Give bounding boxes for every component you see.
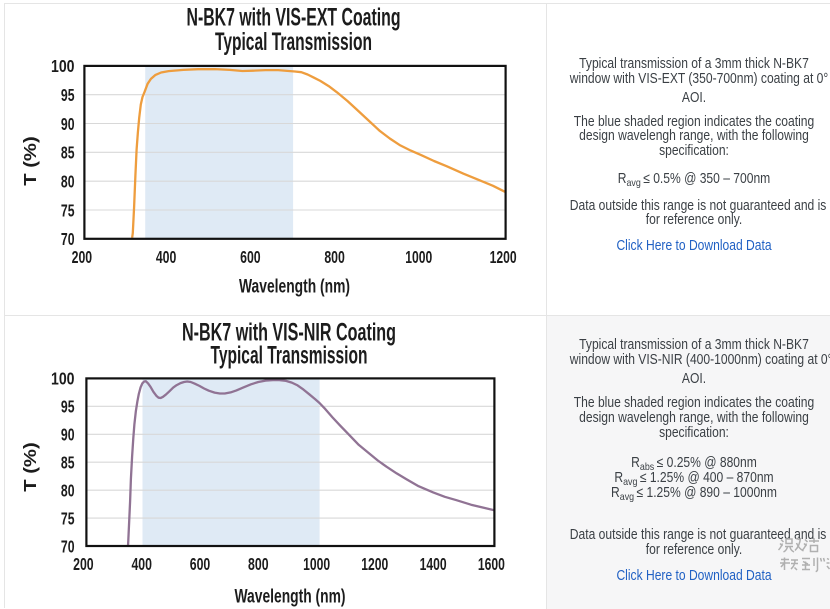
- svg-text:80: 80: [61, 481, 75, 501]
- svg-text:Wavelength (nm): Wavelength (nm): [235, 587, 346, 608]
- svg-text:800: 800: [324, 247, 345, 267]
- svg-text:85: 85: [61, 453, 75, 473]
- svg-text:600: 600: [240, 247, 261, 267]
- svg-text:1000: 1000: [405, 247, 432, 267]
- svg-text:75: 75: [61, 508, 75, 528]
- svg-text:1200: 1200: [490, 247, 517, 267]
- svg-text:200: 200: [73, 554, 94, 574]
- svg-text:85: 85: [61, 143, 75, 163]
- svg-text:95: 95: [61, 397, 75, 417]
- svg-text:100: 100: [51, 369, 75, 389]
- svg-text:1000: 1000: [303, 554, 330, 574]
- svg-text:T (%): T (%): [20, 442, 40, 492]
- svg-text:70: 70: [61, 229, 75, 249]
- svg-text:600: 600: [190, 554, 211, 574]
- svg-text:1200: 1200: [361, 554, 388, 574]
- svg-text:Typical Transmission: Typical Transmission: [215, 28, 372, 56]
- svg-text:400: 400: [156, 247, 177, 267]
- svg-text:95: 95: [61, 85, 75, 105]
- svg-text:1600: 1600: [478, 554, 505, 574]
- svg-text:800: 800: [248, 554, 269, 574]
- svg-text:200: 200: [72, 247, 93, 267]
- svg-text:80: 80: [61, 172, 75, 192]
- svg-text:T (%): T (%): [20, 136, 40, 186]
- svg-text:1400: 1400: [420, 554, 447, 574]
- svg-text:70: 70: [61, 536, 75, 556]
- svg-text:400: 400: [131, 554, 152, 574]
- svg-text:75: 75: [61, 200, 75, 220]
- svg-text:90: 90: [61, 114, 75, 134]
- svg-text:Typical Transmission: Typical Transmission: [211, 342, 368, 370]
- svg-text:90: 90: [61, 425, 75, 445]
- svg-text:N-BK7 with VIS-NIR Coating: N-BK7 with VIS-NIR Coating: [182, 319, 396, 347]
- svg-text:N-BK7 with VIS-EXT Coating: N-BK7 with VIS-EXT Coating: [187, 4, 401, 32]
- svg-text:Wavelength (nm): Wavelength (nm): [239, 276, 350, 297]
- svg-text:100: 100: [51, 56, 75, 76]
